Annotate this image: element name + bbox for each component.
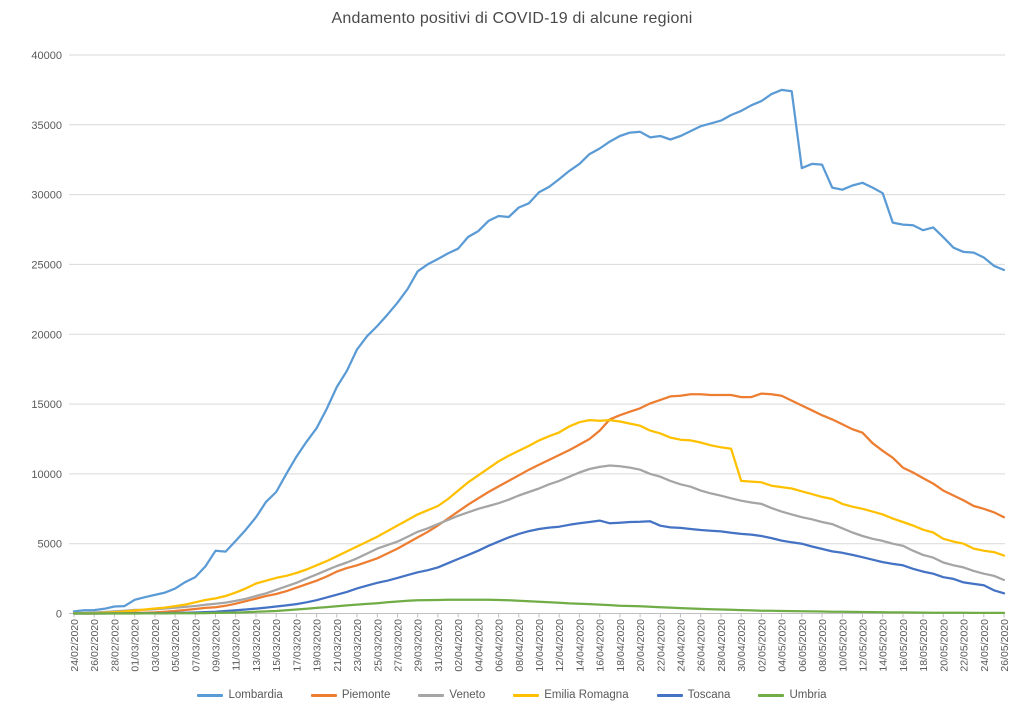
x-axis-tick-label: 31/03/2020 xyxy=(433,619,445,672)
y-axis-tick-label: 40000 xyxy=(31,50,62,62)
x-axis-tick-label: 29/03/2020 xyxy=(413,619,425,672)
x-axis-tick-label: 28/02/2020 xyxy=(109,619,121,672)
x-axis-tick-label: 09/03/2020 xyxy=(211,619,223,672)
x-axis-tick-label: 05/03/2020 xyxy=(170,619,182,672)
x-axis-tick-label: 13/03/2020 xyxy=(251,619,263,672)
x-axis-tick-label: 03/03/2020 xyxy=(150,619,162,672)
y-axis-tick-label: 15000 xyxy=(31,399,62,411)
x-axis-tick-label: 26/04/2020 xyxy=(696,619,708,672)
series-line-umbria xyxy=(72,598,1006,615)
x-axis-tick-label: 21/03/2020 xyxy=(332,619,344,672)
x-axis-tick-label: 07/03/2020 xyxy=(190,619,202,672)
legend-swatch-icon xyxy=(310,693,337,697)
legend-item-lombardia: Lombardia xyxy=(197,689,283,701)
legend-swatch-icon xyxy=(656,693,683,697)
x-axis-tick-label: 06/05/2020 xyxy=(797,619,809,672)
legend-label: Toscana xyxy=(687,689,731,701)
x-axis-tick-label: 23/03/2020 xyxy=(352,619,364,672)
legend-label: Lombardia xyxy=(228,689,283,701)
chart-legend: Lombardia Piemonte Veneto Emilia Romagna Tos… xyxy=(0,689,1024,701)
x-axis-tick-label: 11/03/2020 xyxy=(231,619,243,671)
y-axis-tick-label: 10000 xyxy=(31,469,62,481)
x-axis-tick-label: 20/05/2020 xyxy=(938,619,950,672)
series-line-piemonte xyxy=(72,392,1006,615)
legend-swatch-icon xyxy=(513,693,540,697)
legend-item-emilia-romagna: Emilia Romagna xyxy=(513,689,629,701)
x-axis-tick-label: 14/05/2020 xyxy=(878,619,890,672)
x-axis-tick-label: 12/04/2020 xyxy=(554,619,566,672)
x-axis-tick-label: 10/05/2020 xyxy=(837,619,849,672)
y-axis-tick-label: 5000 xyxy=(38,539,62,551)
y-axis-tick-label: 30000 xyxy=(31,190,62,202)
x-axis-tick-label: 22/04/2020 xyxy=(655,619,667,672)
x-axis-tick-label: 06/04/2020 xyxy=(494,619,506,672)
x-axis-tick-label: 12/05/2020 xyxy=(858,619,870,672)
series-line-lombardia xyxy=(72,88,1006,613)
x-axis-tick-label: 02/04/2020 xyxy=(453,619,465,672)
x-axis-tick-label: 25/03/2020 xyxy=(372,619,384,672)
legend-swatch-icon xyxy=(197,693,224,697)
x-axis-tick-label: 24/05/2020 xyxy=(979,619,991,672)
y-axis-tick-label: 0 xyxy=(56,609,62,621)
x-axis-tick-label: 04/04/2020 xyxy=(473,619,485,672)
x-axis-tick-label: 10/04/2020 xyxy=(534,619,546,672)
x-axis-tick-label: 24/02/2020 xyxy=(69,619,81,672)
x-axis-tick-label: 24/04/2020 xyxy=(676,619,688,672)
x-axis-tick-label: 20/04/2020 xyxy=(635,619,647,672)
series-line-emilia-romagna xyxy=(72,418,1006,615)
x-axis-tick-label: 22/05/2020 xyxy=(959,619,971,672)
x-axis-tick-label: 19/03/2020 xyxy=(312,619,324,672)
legend-item-veneto: Veneto xyxy=(418,689,485,701)
x-axis-tick-label: 18/04/2020 xyxy=(615,619,627,672)
series-line-veneto xyxy=(72,464,1006,615)
y-axis-tick-label: 35000 xyxy=(31,120,62,132)
legend-label: Umbria xyxy=(789,689,827,701)
y-axis-tick-label: 25000 xyxy=(31,259,62,271)
x-axis-tick-label: 18/05/2020 xyxy=(918,619,930,672)
x-axis-tick-label: 16/05/2020 xyxy=(898,619,910,672)
x-axis-tick-label: 16/04/2020 xyxy=(595,619,607,672)
legend-item-umbria: Umbria xyxy=(758,689,827,701)
x-axis-tick-label: 28/04/2020 xyxy=(716,619,728,672)
series-line-toscana xyxy=(72,519,1006,615)
x-axis-tick-label: 04/05/2020 xyxy=(777,619,789,672)
legend-label: Piemonte xyxy=(341,689,391,701)
legend-label: Emilia Romagna xyxy=(544,689,629,701)
legend-item-toscana: Toscana xyxy=(656,689,731,701)
y-axis-tick-label: 20000 xyxy=(31,329,62,341)
x-axis-tick-label: 02/05/2020 xyxy=(756,619,768,672)
x-axis-tick-label: 26/02/2020 xyxy=(89,619,101,672)
x-axis-tick-label: 14/04/2020 xyxy=(574,619,586,672)
x-axis-tick-label: 27/03/2020 xyxy=(393,619,405,672)
x-axis-tick-label: 17/03/2020 xyxy=(291,619,303,672)
legend-label: Veneto xyxy=(449,689,486,701)
legend-swatch-icon xyxy=(418,693,445,697)
legend-item-piemonte: Piemonte xyxy=(310,689,391,701)
x-axis-tick-label: 08/04/2020 xyxy=(514,619,526,672)
chart-title: Andamento positivi di COVID-19 di alcune… xyxy=(331,10,693,27)
x-axis-tick-label: 15/03/2020 xyxy=(271,619,283,672)
x-axis-tick-label: 08/05/2020 xyxy=(817,619,829,672)
legend-swatch-icon xyxy=(758,693,785,697)
x-axis-tick-label: 01/03/2020 xyxy=(130,619,142,672)
x-axis-tick-label: 30/04/2020 xyxy=(736,619,748,672)
x-axis-tick-label: 26/05/2020 xyxy=(999,619,1011,672)
